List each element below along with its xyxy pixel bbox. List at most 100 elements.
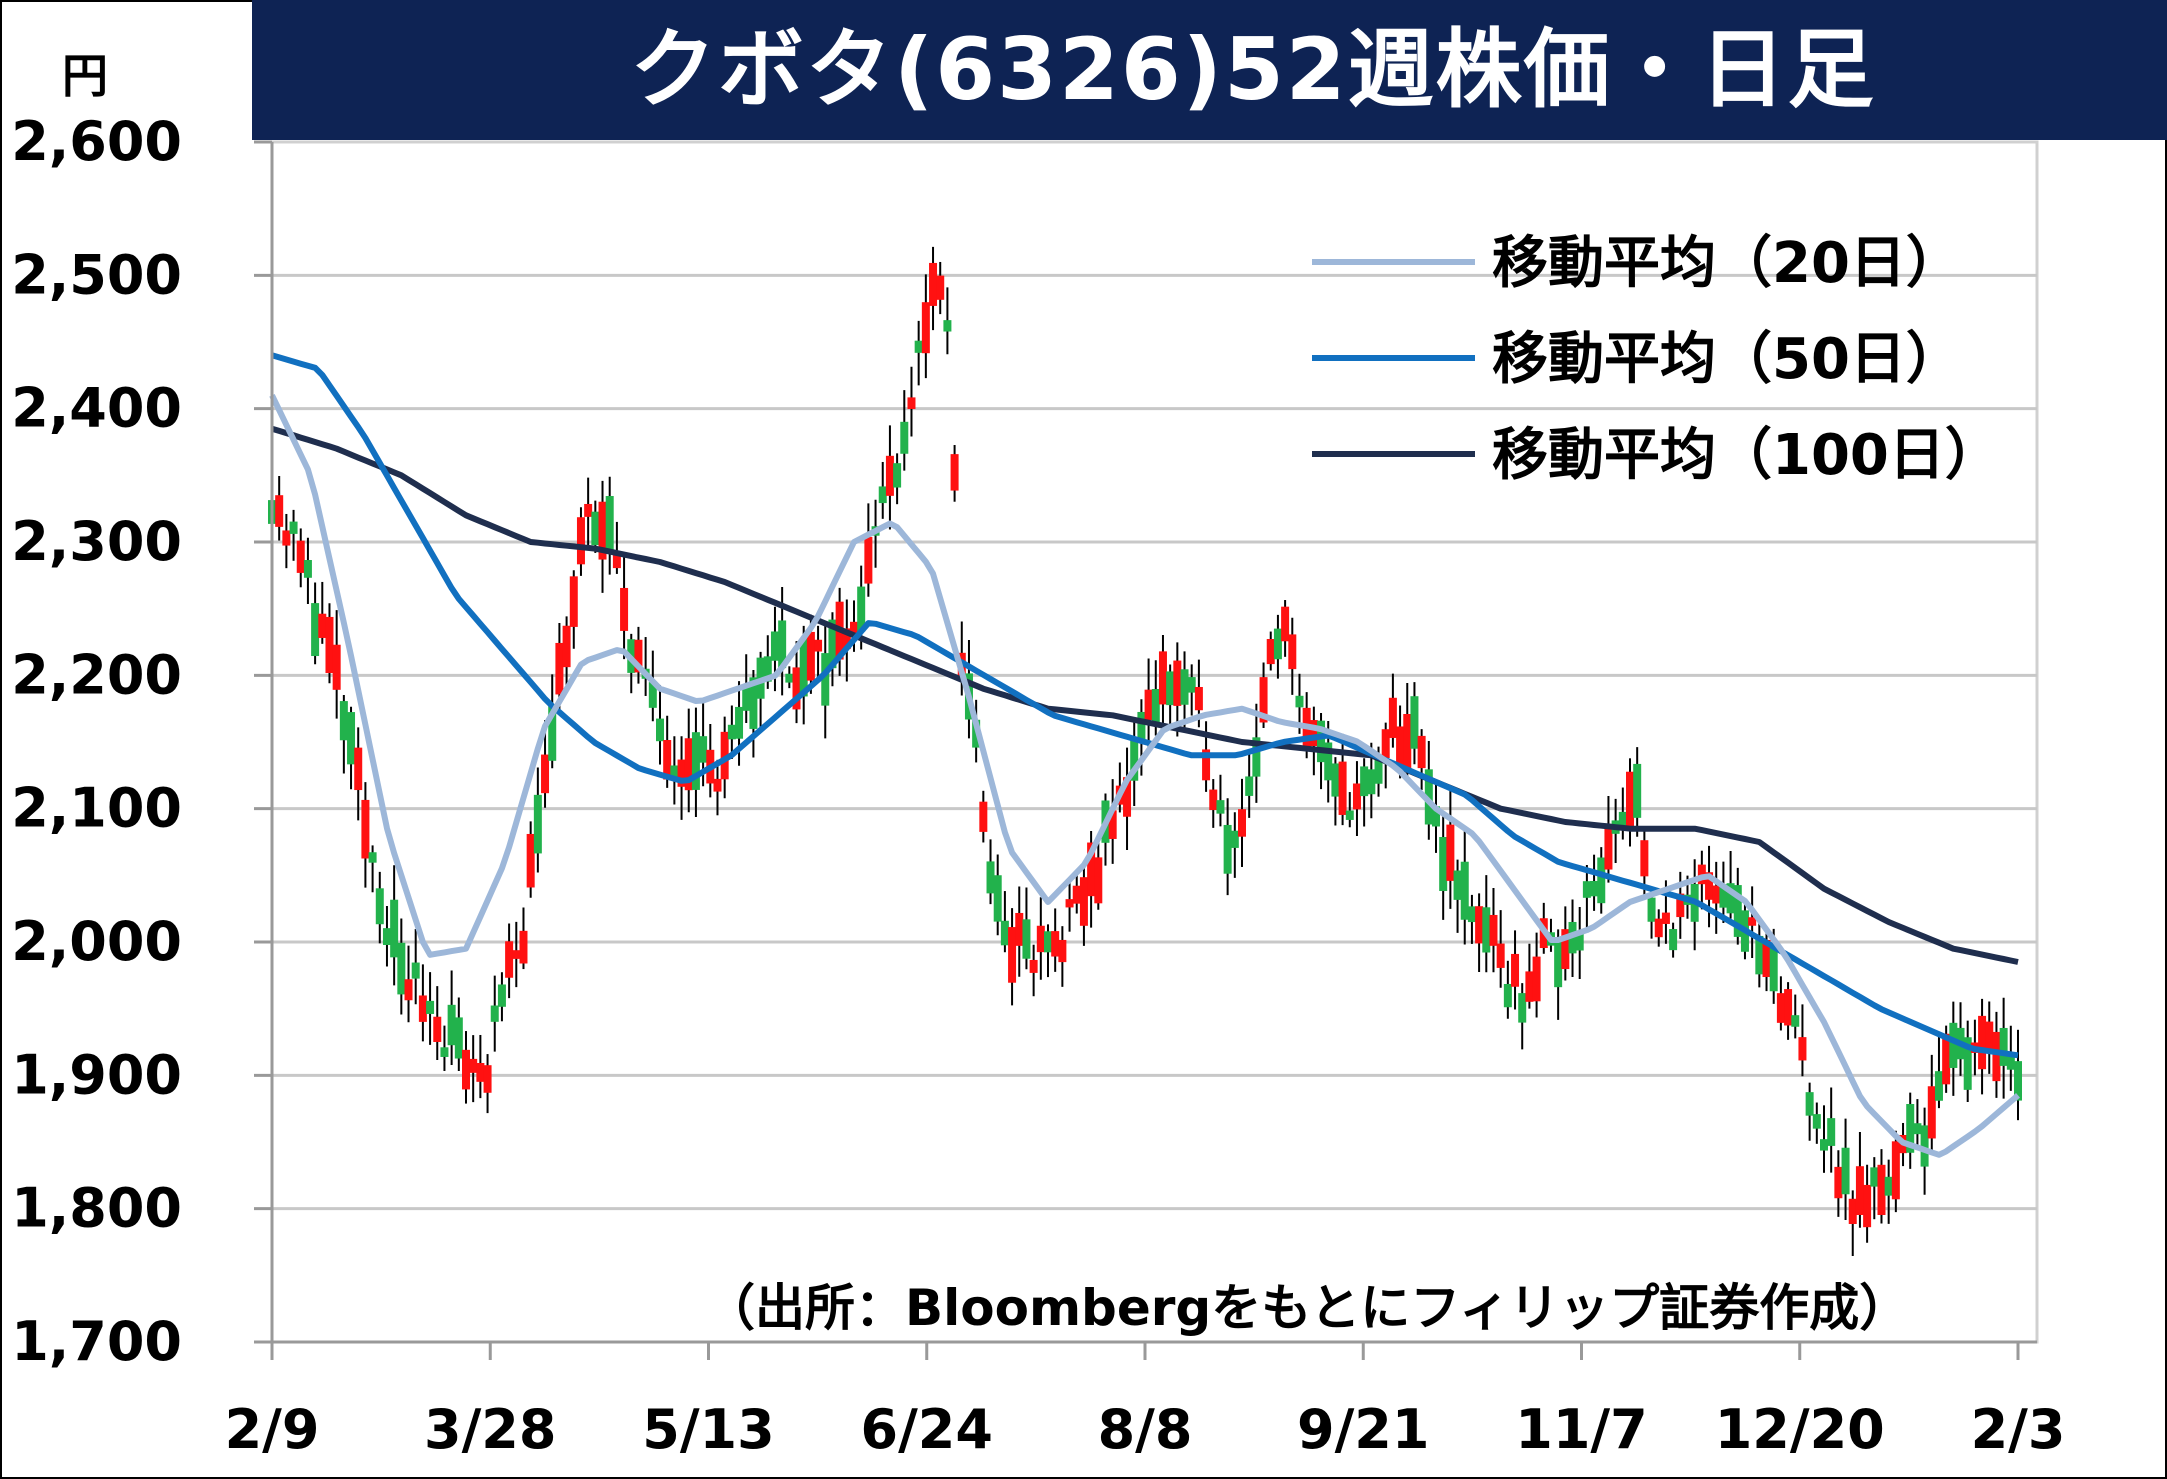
candle (497, 972, 506, 1022)
candle-body (1676, 893, 1685, 918)
candle (1841, 1118, 1850, 1221)
candle-body (462, 1049, 470, 1090)
candle (620, 555, 629, 660)
candle-body (814, 639, 823, 652)
candle-body (1130, 737, 1139, 781)
candle-body (1776, 993, 1785, 1023)
candle-body (1841, 1147, 1850, 1195)
candle-body (1094, 857, 1103, 904)
candle-body (1604, 828, 1613, 870)
x-tick-label: 5/13 (642, 1398, 774, 1461)
candle-body (1230, 830, 1239, 848)
candle-body (303, 559, 312, 578)
candle (1855, 1131, 1864, 1228)
candle (1439, 811, 1448, 920)
candle-body (1439, 836, 1448, 892)
x-tick-label: 2/3 (1971, 1398, 2066, 1461)
candle (1884, 1159, 1893, 1224)
candle (318, 581, 327, 644)
candle-body (533, 794, 542, 854)
candle (433, 986, 442, 1061)
candle-body (1072, 885, 1081, 904)
candle-body (699, 736, 708, 763)
candle (1417, 729, 1426, 790)
candle (598, 480, 607, 593)
candle-body (1360, 766, 1369, 797)
candle-body (727, 724, 736, 740)
candle-body (490, 1005, 499, 1022)
candle (368, 845, 377, 893)
candle-body (584, 503, 593, 517)
candle-body (670, 765, 679, 780)
candle-body (296, 540, 305, 573)
candle-body (979, 801, 988, 832)
candle-body (1216, 800, 1225, 814)
candle-body (2006, 1052, 2015, 1070)
candle-body (440, 1047, 449, 1057)
candle (1755, 920, 1764, 988)
candle-body (418, 995, 427, 1022)
candle (1388, 673, 1397, 748)
y-tick-label: 2,100 (11, 777, 182, 840)
candle (885, 425, 894, 530)
y-tick-label: 2,300 (11, 510, 182, 573)
candle-body (282, 530, 291, 546)
candle-body (1209, 789, 1218, 811)
candle (533, 767, 542, 873)
candle-body (1108, 810, 1117, 839)
candle-body (318, 613, 327, 638)
x-tick-label: 9/21 (1297, 1398, 1429, 1461)
candle (1022, 887, 1031, 970)
candle-body (404, 979, 413, 1001)
candle-body (907, 397, 916, 409)
candle-body (483, 1065, 492, 1093)
candle-body (1999, 1027, 2008, 1066)
candle (986, 839, 995, 905)
candle-body (1942, 1033, 1951, 1085)
y-axis-unit-label: 円 (62, 49, 108, 103)
candle-body (1863, 1184, 1872, 1228)
candle (1748, 886, 1757, 958)
candle (519, 907, 528, 970)
candle-body (1496, 943, 1505, 968)
candle-body (1575, 932, 1584, 951)
candle (1482, 875, 1491, 973)
candle-body (555, 642, 564, 695)
candle-body (569, 576, 578, 627)
candle (993, 854, 1002, 936)
y-axis-tick-labels: 1,700 1,800 1,900 2,000 2,100 2,200 2,300 2,400… (11, 110, 182, 1373)
candle (1798, 1004, 1807, 1077)
candle-body (850, 621, 858, 635)
candle-body (900, 421, 909, 454)
candle (1130, 719, 1139, 806)
candle-body (792, 667, 801, 710)
candle-body (397, 942, 406, 995)
candle (1712, 861, 1721, 934)
candle-body (1166, 671, 1175, 706)
candle (1705, 845, 1714, 928)
candle-body (339, 701, 348, 741)
candle (1978, 998, 1987, 1095)
candle-body (921, 302, 930, 354)
candle (1784, 982, 1793, 1040)
candle (1575, 906, 1584, 979)
y-tick-label: 2,400 (11, 377, 182, 440)
candle-body (275, 495, 284, 527)
candle (1827, 1087, 1836, 1173)
candle (785, 666, 794, 689)
candle-body (929, 262, 938, 306)
candle (1453, 859, 1462, 933)
candle (1733, 867, 1742, 945)
candle-body (1525, 971, 1534, 1002)
candle (440, 1025, 449, 1071)
candle (1360, 758, 1369, 827)
candle-body (1396, 726, 1405, 769)
candle-body (1482, 907, 1491, 953)
candle (1000, 891, 1009, 953)
candle-body (1654, 918, 1663, 938)
candle-body (1870, 1167, 1879, 1187)
legend-label: 移動平均（100日） (1492, 423, 2001, 488)
candle (512, 921, 521, 988)
candle-body (691, 732, 700, 790)
